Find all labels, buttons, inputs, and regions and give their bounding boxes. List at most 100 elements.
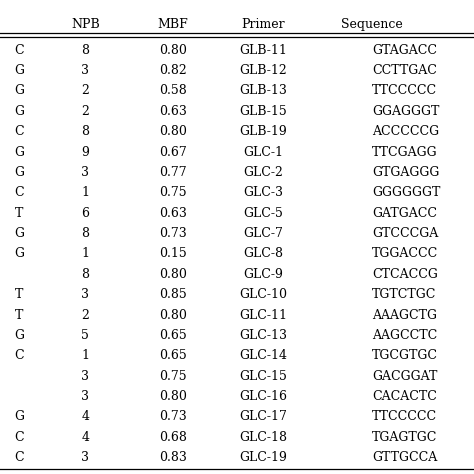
Text: 8: 8 xyxy=(82,268,89,281)
Text: TGCGTGC: TGCGTGC xyxy=(372,349,438,362)
Text: GLC-2: GLC-2 xyxy=(243,166,283,179)
Text: C: C xyxy=(14,451,24,464)
Text: 0.80: 0.80 xyxy=(159,309,187,321)
Text: C: C xyxy=(14,125,24,138)
Text: GLC-1: GLC-1 xyxy=(243,146,283,158)
Text: GLC-15: GLC-15 xyxy=(239,370,287,383)
Text: TTCCCCC: TTCCCCC xyxy=(372,84,437,97)
Text: GLC-3: GLC-3 xyxy=(243,186,283,199)
Text: GLB-13: GLB-13 xyxy=(239,84,287,97)
Text: G: G xyxy=(14,64,24,77)
Text: GLC-8: GLC-8 xyxy=(243,247,283,260)
Text: 0.80: 0.80 xyxy=(159,44,187,56)
Text: TGTCTGC: TGTCTGC xyxy=(372,288,437,301)
Text: Sequence: Sequence xyxy=(341,18,403,31)
Text: G: G xyxy=(14,105,24,118)
Text: G: G xyxy=(14,329,24,342)
Text: GTCCCGA: GTCCCGA xyxy=(372,227,438,240)
Text: TTCGAGG: TTCGAGG xyxy=(372,146,438,158)
Text: 1: 1 xyxy=(82,186,89,199)
Text: GLB-11: GLB-11 xyxy=(239,44,287,56)
Text: T: T xyxy=(15,288,23,301)
Text: GLC-19: GLC-19 xyxy=(239,451,287,464)
Text: 6: 6 xyxy=(82,207,89,219)
Text: C: C xyxy=(14,44,24,56)
Text: GGAGGGT: GGAGGGT xyxy=(372,105,439,118)
Text: GTAGACC: GTAGACC xyxy=(372,44,437,56)
Text: 0.63: 0.63 xyxy=(159,207,187,219)
Text: G: G xyxy=(14,166,24,179)
Text: 1: 1 xyxy=(82,247,89,260)
Text: NPB: NPB xyxy=(71,18,100,31)
Text: GATGACC: GATGACC xyxy=(372,207,437,219)
Text: 0.80: 0.80 xyxy=(159,268,187,281)
Text: 0.73: 0.73 xyxy=(159,227,187,240)
Text: 8: 8 xyxy=(82,227,89,240)
Text: 0.68: 0.68 xyxy=(159,431,187,444)
Text: 4: 4 xyxy=(82,410,89,423)
Text: GTGAGGG: GTGAGGG xyxy=(372,166,439,179)
Text: GLC-7: GLC-7 xyxy=(243,227,283,240)
Text: GACGGAT: GACGGAT xyxy=(372,370,438,383)
Text: 0.65: 0.65 xyxy=(159,349,187,362)
Text: T: T xyxy=(15,207,23,219)
Text: TGAGTGC: TGAGTGC xyxy=(372,431,438,444)
Text: 9: 9 xyxy=(82,146,89,158)
Text: T: T xyxy=(15,309,23,321)
Text: C: C xyxy=(14,186,24,199)
Text: AAAGCTG: AAAGCTG xyxy=(372,309,437,321)
Text: 3: 3 xyxy=(82,390,89,403)
Text: TGGACCC: TGGACCC xyxy=(372,247,438,260)
Text: 4: 4 xyxy=(82,431,89,444)
Text: 0.58: 0.58 xyxy=(159,84,187,97)
Text: GLC-17: GLC-17 xyxy=(239,410,287,423)
Text: GLC-18: GLC-18 xyxy=(239,431,287,444)
Text: 3: 3 xyxy=(82,451,89,464)
Text: TTCCCCC: TTCCCCC xyxy=(372,410,437,423)
Text: MBF: MBF xyxy=(158,18,188,31)
Text: 0.73: 0.73 xyxy=(159,410,187,423)
Text: GLC-16: GLC-16 xyxy=(239,390,287,403)
Text: GGGGGGT: GGGGGGT xyxy=(372,186,440,199)
Text: 0.80: 0.80 xyxy=(159,390,187,403)
Text: 0.83: 0.83 xyxy=(159,451,187,464)
Text: GLC-10: GLC-10 xyxy=(239,288,287,301)
Text: 0.65: 0.65 xyxy=(159,329,187,342)
Text: Primer: Primer xyxy=(241,18,285,31)
Text: 2: 2 xyxy=(82,309,89,321)
Text: GLB-12: GLB-12 xyxy=(239,64,287,77)
Text: 1: 1 xyxy=(82,349,89,362)
Text: GLB-19: GLB-19 xyxy=(239,125,287,138)
Text: 0.67: 0.67 xyxy=(159,146,187,158)
Text: GTTGCCA: GTTGCCA xyxy=(372,451,438,464)
Text: G: G xyxy=(14,84,24,97)
Text: 0.15: 0.15 xyxy=(159,247,187,260)
Text: CTCACCG: CTCACCG xyxy=(372,268,438,281)
Text: 0.63: 0.63 xyxy=(159,105,187,118)
Text: C: C xyxy=(14,431,24,444)
Text: 3: 3 xyxy=(82,370,89,383)
Text: 0.80: 0.80 xyxy=(159,125,187,138)
Text: 3: 3 xyxy=(82,288,89,301)
Text: 2: 2 xyxy=(82,84,89,97)
Text: C: C xyxy=(14,349,24,362)
Text: GLC-11: GLC-11 xyxy=(239,309,287,321)
Text: 8: 8 xyxy=(82,44,89,56)
Text: 0.82: 0.82 xyxy=(159,64,187,77)
Text: 2: 2 xyxy=(82,105,89,118)
Text: GLC-13: GLC-13 xyxy=(239,329,287,342)
Text: 5: 5 xyxy=(82,329,89,342)
Text: G: G xyxy=(14,146,24,158)
Text: CACACTC: CACACTC xyxy=(372,390,437,403)
Text: 0.75: 0.75 xyxy=(159,186,187,199)
Text: 0.75: 0.75 xyxy=(159,370,187,383)
Text: GLC-9: GLC-9 xyxy=(243,268,283,281)
Text: 8: 8 xyxy=(82,125,89,138)
Text: CCTTGAC: CCTTGAC xyxy=(372,64,437,77)
Text: GLC-14: GLC-14 xyxy=(239,349,287,362)
Text: GLB-15: GLB-15 xyxy=(239,105,287,118)
Text: 0.85: 0.85 xyxy=(159,288,187,301)
Text: G: G xyxy=(14,247,24,260)
Text: 3: 3 xyxy=(82,64,89,77)
Text: 0.77: 0.77 xyxy=(159,166,187,179)
